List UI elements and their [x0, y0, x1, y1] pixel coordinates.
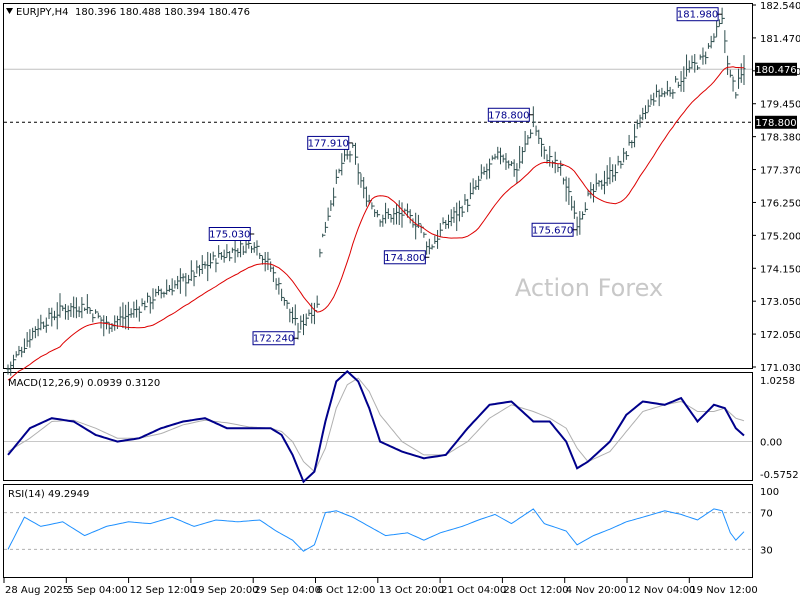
price-tick-label: 177.370: [760, 166, 800, 177]
price-annotation: 181.980: [676, 7, 723, 22]
level-price-tag: 178.800: [755, 115, 797, 129]
symbol-header: EURJPY,H4: [16, 7, 69, 18]
price-tick-label: 171.030: [760, 363, 800, 374]
macd-tick-label: -0.5752: [760, 470, 799, 481]
macd-axis: 1.0258 0.00 -0.5752: [760, 376, 799, 481]
sma-line: [7, 66, 744, 381]
rsi-tick-label: 100: [760, 487, 779, 498]
annotation-label: 172.240: [253, 334, 294, 345]
annotation-label: 178.800: [488, 110, 529, 121]
price-tick-label: 174.150: [760, 264, 800, 275]
watermark: Action Forex: [515, 274, 663, 302]
rsi-axis: 100 70 30: [760, 487, 779, 556]
rsi-line: [7, 508, 745, 552]
annotation-label: 181.980: [677, 10, 718, 21]
time-tick-label: 12 Nov 04:00: [628, 585, 695, 596]
price-annotation: 178.800: [487, 107, 534, 122]
price-tick-label: 175.200: [760, 231, 800, 242]
dropdown-triangle-icon[interactable]: [6, 8, 13, 14]
time-tick-label: 6 Oct 12:00: [317, 585, 376, 596]
annotation-label: 175.670: [532, 225, 573, 236]
annotation-label: 177.910: [308, 138, 349, 149]
price-annotation: 177.910: [307, 135, 353, 150]
rsi-panel-frame: [3, 484, 753, 578]
time-tick-label: 19 Sep 20:00: [192, 585, 259, 596]
rsi-tick-label: 30: [760, 545, 773, 556]
time-tick-label: 28 Oct 12:00: [503, 585, 568, 596]
macd-tick-label: 1.0258: [760, 376, 795, 387]
price-panel-frame: [3, 3, 753, 369]
macd-signal-line: [7, 377, 745, 473]
macd-panel-frame: [3, 372, 753, 481]
price-tick-label: 179.450: [760, 100, 800, 111]
time-tick-label: 28 Aug 2025: [5, 585, 69, 596]
level-price-label: 178.800: [755, 118, 796, 129]
price-tick-label: 176.250: [760, 198, 800, 209]
price-annotation: 174.800: [383, 250, 430, 265]
ohlc-header: 180.396 180.488 180.394 180.476: [75, 7, 250, 18]
time-tick-label: 21 Oct 04:00: [441, 585, 506, 596]
price-tick-label: 182.540: [760, 1, 800, 12]
time-tick-label: 5 Sep 04:00: [67, 585, 127, 596]
annotation-label: 174.800: [384, 253, 425, 264]
price-tick-label: 178.380: [760, 133, 800, 144]
price-annotation: 175.670: [531, 222, 578, 237]
price-annotation: 175.030: [208, 227, 255, 242]
macd-title: MACD(12,26,9) 0.0939 0.3120: [8, 378, 160, 389]
macd-tick-label: 0.00: [760, 438, 782, 449]
time-tick-label: 4 Nov 20:00: [566, 585, 627, 596]
macd-main-line: [7, 370, 745, 484]
current-price-tag: 180.476: [755, 62, 797, 76]
price-tick-label: 173.050: [760, 297, 800, 308]
ohlc-bars: [6, 7, 746, 376]
price-tick-label: 172.050: [760, 330, 800, 341]
rsi-title: RSI(14) 49.2949: [8, 489, 89, 500]
price-annotation: 172.240: [252, 331, 299, 346]
rsi-tick-label: 70: [760, 509, 773, 520]
time-tick-label: 13 Oct 20:00: [379, 585, 444, 596]
time-tick-label: 12 Sep 12:00: [130, 585, 197, 596]
current-price-label: 180.476: [755, 65, 796, 76]
time-tick-label: 29 Sep 04:00: [254, 585, 321, 596]
price-annotations: 172.240 175.030 177.910 174.800 178.800 175.6…: [208, 7, 723, 346]
price-tick-label: 181.470: [760, 34, 800, 45]
time-tick-label: 19 Nov 12:00: [690, 585, 757, 596]
annotation-label: 175.030: [209, 230, 250, 241]
